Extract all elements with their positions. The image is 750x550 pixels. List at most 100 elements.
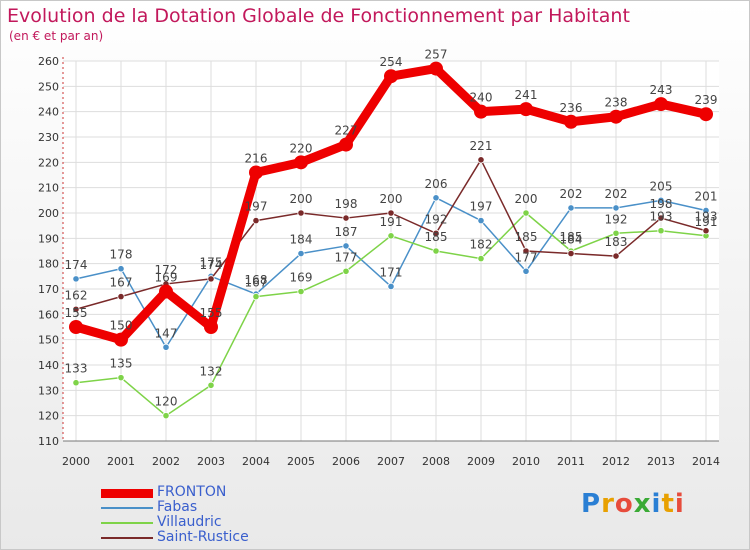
data-point [702, 206, 710, 215]
y-tick-label: 140 [38, 359, 59, 372]
data-point [477, 255, 485, 263]
data-label: 197 [245, 200, 268, 214]
data-point [522, 247, 530, 255]
data-label: 206 [425, 177, 448, 191]
data-point [117, 265, 125, 273]
data-point [162, 412, 170, 420]
data-label: 150 [110, 319, 133, 333]
legend-label: Saint-Rustice [157, 529, 249, 545]
data-label: 240 [470, 91, 493, 105]
data-point [72, 379, 80, 387]
x-tick-label: 2007 [377, 455, 405, 468]
data-point [297, 209, 305, 217]
chart-title: Evolution de la Dotation Globale de Fonc… [7, 5, 630, 27]
data-label: 177 [335, 250, 358, 264]
x-tick-label: 2004 [242, 455, 270, 468]
data-label: 241 [515, 88, 538, 102]
data-point [72, 305, 80, 313]
y-tick-label: 180 [38, 258, 59, 271]
data-label: 168 [245, 273, 268, 287]
data-point [612, 252, 620, 260]
data-label: 182 [470, 238, 493, 252]
data-point [117, 374, 125, 382]
data-point [567, 249, 575, 258]
data-point [249, 165, 263, 180]
legend-label: Villaudric [157, 514, 222, 530]
data-label: 172 [155, 263, 178, 277]
data-point [162, 343, 170, 351]
y-tick-label: 220 [38, 156, 59, 169]
data-label: 175 [200, 255, 223, 269]
data-label: 169 [155, 271, 178, 285]
data-label: 184 [560, 233, 583, 247]
data-point [567, 204, 575, 212]
data-point [297, 249, 305, 258]
y-tick-label: 250 [38, 80, 59, 93]
legend-label: Fabas [157, 499, 198, 515]
y-tick-label: 170 [38, 283, 59, 296]
data-label: 183 [605, 235, 628, 249]
data-label: 200 [515, 192, 538, 206]
data-point [564, 114, 578, 129]
data-point [432, 229, 440, 237]
data-label: 192 [425, 212, 448, 226]
data-point [477, 217, 485, 225]
data-point [654, 97, 668, 112]
y-tick-label: 130 [38, 384, 59, 397]
data-point [432, 247, 440, 255]
data-point [387, 209, 395, 217]
data-label: 120 [155, 395, 178, 409]
y-tick-label: 160 [38, 308, 59, 321]
data-label: 162 [65, 288, 88, 302]
data-point [159, 284, 173, 299]
data-label: 185 [560, 230, 583, 244]
data-point [69, 320, 83, 334]
data-label: 257 [425, 48, 448, 62]
data-label: 167 [245, 276, 268, 290]
y-tick-label: 230 [38, 131, 59, 144]
data-point [114, 332, 128, 347]
x-tick-label: 2003 [197, 455, 225, 468]
data-point [117, 292, 125, 301]
x-tick-label: 2006 [332, 455, 360, 468]
data-point [477, 156, 485, 164]
legend-swatch [101, 507, 153, 509]
data-label: 198 [335, 197, 358, 211]
x-tick-label: 2000 [62, 455, 90, 468]
data-label: 202 [560, 187, 583, 201]
data-point [702, 227, 710, 235]
data-point [342, 214, 350, 222]
data-point [387, 232, 395, 240]
x-tick-label: 2013 [647, 455, 675, 468]
data-label: 201 [695, 189, 718, 203]
data-point [657, 227, 665, 235]
proxiti-logo: Proxiti [581, 489, 685, 519]
data-label: 185 [515, 230, 538, 244]
data-point [384, 69, 398, 84]
data-label: 169 [290, 271, 313, 285]
data-point [342, 267, 350, 275]
data-label: 178 [110, 248, 133, 262]
y-tick-label: 260 [38, 55, 59, 68]
data-point [522, 267, 530, 275]
data-label: 155 [200, 306, 223, 320]
data-point [297, 287, 305, 296]
data-label: 167 [110, 276, 133, 290]
data-label: 221 [470, 139, 493, 153]
data-label: 184 [290, 233, 313, 247]
data-point [252, 292, 260, 301]
data-label: 227 [335, 124, 358, 138]
data-label: 202 [605, 187, 628, 201]
data-label: 132 [200, 364, 223, 378]
x-tick-label: 2010 [512, 455, 540, 468]
data-point [294, 155, 308, 170]
x-tick-label: 2014 [692, 455, 720, 468]
data-label: 254 [380, 55, 403, 69]
data-point [252, 217, 260, 225]
data-label: 200 [290, 192, 313, 206]
data-point [699, 107, 713, 122]
data-label: 236 [560, 101, 583, 115]
data-label: 205 [650, 179, 673, 193]
data-label: 193 [650, 210, 673, 224]
